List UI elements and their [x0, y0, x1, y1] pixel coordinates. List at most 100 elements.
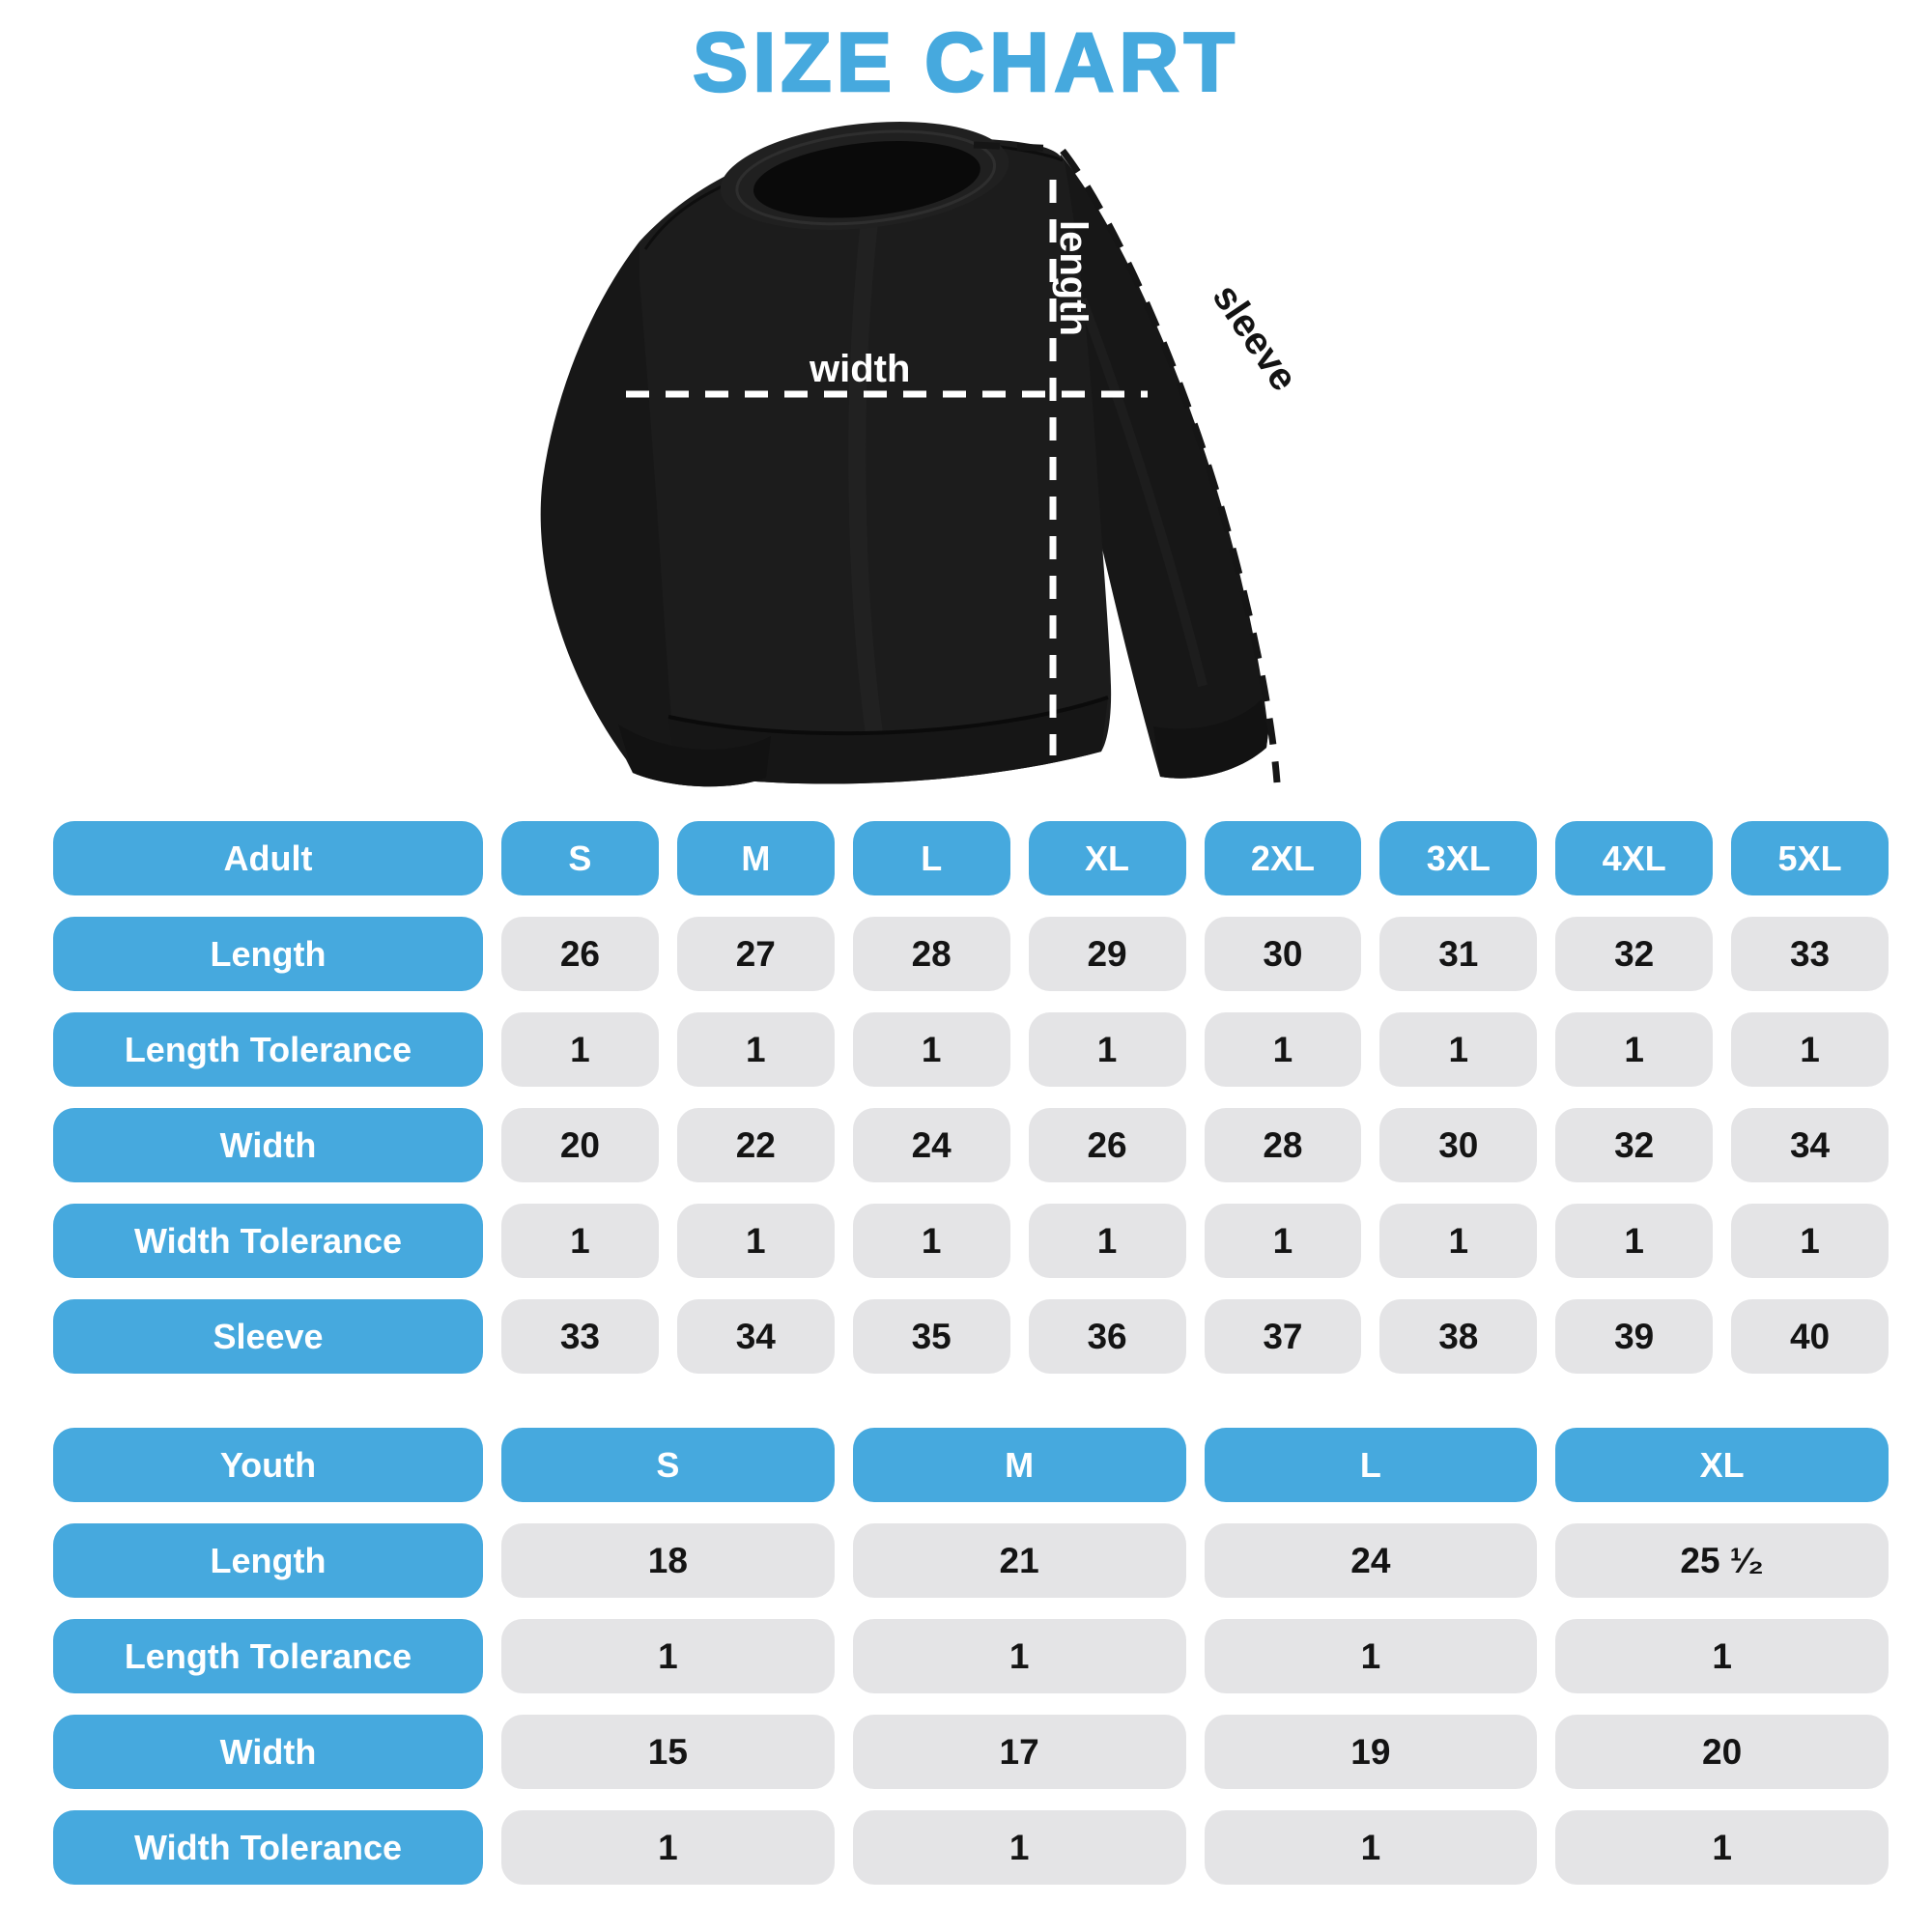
adult-sleeve-cell: 39 — [1555, 1299, 1714, 1374]
youth-row-label-width-tolerance: Width Tolerance — [53, 1810, 483, 1885]
youth-width-cell: 20 — [1555, 1715, 1889, 1789]
adult-width-tolerance-cell: 1 — [852, 1204, 1010, 1278]
adult-width-tolerance-cell: 1 — [1028, 1204, 1186, 1278]
adult-sleeve-cell: 33 — [501, 1299, 659, 1374]
sweatshirt-right-sleeve — [1057, 155, 1268, 779]
adult-row-label-length-tolerance: Length Tolerance — [53, 1012, 483, 1087]
adult-length-tolerance-cell: 1 — [1555, 1012, 1714, 1087]
youth-size-header-l: L — [1204, 1428, 1538, 1502]
youth-table-title: Youth — [53, 1428, 483, 1502]
youth-width-cell: 15 — [501, 1715, 835, 1789]
adult-width-cell: 22 — [676, 1108, 835, 1182]
adult-row-label-width: Width — [53, 1108, 483, 1182]
adult-length-tolerance-cell: 1 — [1204, 1012, 1362, 1087]
adult-size-header-m: M — [676, 821, 835, 895]
adult-size-header-xl: XL — [1028, 821, 1186, 895]
adult-sleeve-cell: 40 — [1731, 1299, 1889, 1374]
adult-length-cell: 27 — [676, 917, 835, 991]
youth-row-label-width: Width — [53, 1715, 483, 1789]
adult-length-tolerance-cell: 1 — [676, 1012, 835, 1087]
fabric-highlight — [848, 221, 883, 736]
adult-length-cell: 29 — [1028, 917, 1186, 991]
youth-width-tolerance-cell: 1 — [501, 1810, 835, 1885]
adult-length-cell: 32 — [1555, 917, 1714, 991]
adult-width-tolerance-cell: 1 — [676, 1204, 835, 1278]
youth-length-cell: 25 ¹⁄₂ — [1555, 1523, 1889, 1598]
youth-width-tolerance-cell: 1 — [1204, 1810, 1538, 1885]
youth-size-header-m: M — [852, 1428, 1186, 1502]
length-label: length — [1052, 220, 1094, 336]
adult-length-tolerance-cell: 1 — [1028, 1012, 1186, 1087]
adult-size-header-3xl: 3XL — [1379, 821, 1538, 895]
sweatshirt-collar — [720, 122, 1009, 230]
adult-size-table: Adult S M L XL 2XL 3XL 4XL 5XL Length 26… — [53, 821, 1889, 1374]
sleeve-measure-line — [1060, 148, 1281, 783]
fabric-highlight — [1077, 298, 1208, 688]
youth-length-tolerance-cell: 1 — [1555, 1619, 1889, 1693]
youth-length-cell: 24 — [1204, 1523, 1538, 1598]
adult-table-title: Adult — [53, 821, 483, 895]
sleeve-measure-line — [973, 141, 1060, 153]
adult-width-tolerance-cell: 1 — [1555, 1204, 1714, 1278]
adult-size-header-5xl: 5XL — [1731, 821, 1889, 895]
sweatshirt-right-cuff — [1153, 699, 1268, 779]
sweatshirt-left-cuff — [618, 724, 771, 787]
youth-length-tolerance-cell: 1 — [852, 1619, 1186, 1693]
adult-length-cell: 30 — [1204, 917, 1362, 991]
adult-sleeve-cell: 35 — [852, 1299, 1010, 1374]
size-tables: Adult S M L XL 2XL 3XL 4XL 5XL Length 26… — [0, 821, 1932, 1885]
adult-row-label-length: Length — [53, 917, 483, 991]
youth-width-tolerance-cell: 1 — [1555, 1810, 1889, 1885]
adult-width-tolerance-cell: 1 — [501, 1204, 659, 1278]
youth-width-tolerance-cell: 1 — [852, 1810, 1186, 1885]
youth-size-header-s: S — [501, 1428, 835, 1502]
adult-width-cell: 26 — [1028, 1108, 1186, 1182]
adult-width-cell: 30 — [1379, 1108, 1538, 1182]
youth-row-label-length: Length — [53, 1523, 483, 1598]
sweatshirt-illustration: width length sleeve — [540, 122, 1306, 787]
adult-size-header-2xl: 2XL — [1204, 821, 1362, 895]
adult-length-cell: 28 — [852, 917, 1010, 991]
adult-length-tolerance-cell: 1 — [852, 1012, 1010, 1087]
youth-length-cell: 21 — [852, 1523, 1186, 1598]
adult-size-header-l: L — [852, 821, 1010, 895]
adult-length-cell: 26 — [501, 917, 659, 991]
adult-row-label-sleeve: Sleeve — [53, 1299, 483, 1374]
adult-length-tolerance-cell: 1 — [1379, 1012, 1538, 1087]
sweatshirt-measure-diagram: width length sleeve — [0, 106, 1932, 821]
shoulder-seam — [999, 145, 1064, 162]
adult-width-cell: 32 — [1555, 1108, 1714, 1182]
adult-sleeve-cell: 36 — [1028, 1299, 1186, 1374]
youth-width-cell: 19 — [1204, 1715, 1538, 1789]
youth-size-header-xl: XL — [1555, 1428, 1889, 1502]
adult-sleeve-cell: 34 — [676, 1299, 835, 1374]
adult-length-cell: 31 — [1379, 917, 1538, 991]
adult-width-cell: 34 — [1731, 1108, 1889, 1182]
sweatshirt-waistband — [668, 697, 1108, 784]
youth-length-tolerance-cell: 1 — [501, 1619, 835, 1693]
adult-length-cell: 33 — [1731, 917, 1889, 991]
width-label: width — [809, 348, 910, 390]
adult-row-label-width-tolerance: Width Tolerance — [53, 1204, 483, 1278]
adult-width-cell: 24 — [852, 1108, 1010, 1182]
adult-sleeve-cell: 37 — [1204, 1299, 1362, 1374]
adult-width-tolerance-cell: 1 — [1731, 1204, 1889, 1278]
adult-size-header-s: S — [501, 821, 659, 895]
youth-length-tolerance-cell: 1 — [1204, 1619, 1538, 1693]
youth-row-label-length-tolerance: Length Tolerance — [53, 1619, 483, 1693]
youth-width-cell: 17 — [852, 1715, 1186, 1789]
page-title: SIZE CHART — [692, 16, 1239, 109]
adult-width-cell: 20 — [501, 1108, 659, 1182]
adult-sleeve-cell: 38 — [1379, 1299, 1538, 1374]
adult-length-tolerance-cell: 1 — [1731, 1012, 1889, 1087]
adult-width-tolerance-cell: 1 — [1204, 1204, 1362, 1278]
adult-size-header-4xl: 4XL — [1555, 821, 1714, 895]
adult-length-tolerance-cell: 1 — [501, 1012, 659, 1087]
sleeve-label: sleeve — [1205, 276, 1306, 398]
youth-size-table: Youth S M L XL Length 18 21 24 25 ¹⁄₂ Le… — [53, 1428, 1889, 1885]
sweatshirt-body — [639, 137, 1112, 784]
adult-width-cell: 28 — [1204, 1108, 1362, 1182]
adult-width-tolerance-cell: 1 — [1379, 1204, 1538, 1278]
youth-length-cell: 18 — [501, 1523, 835, 1598]
